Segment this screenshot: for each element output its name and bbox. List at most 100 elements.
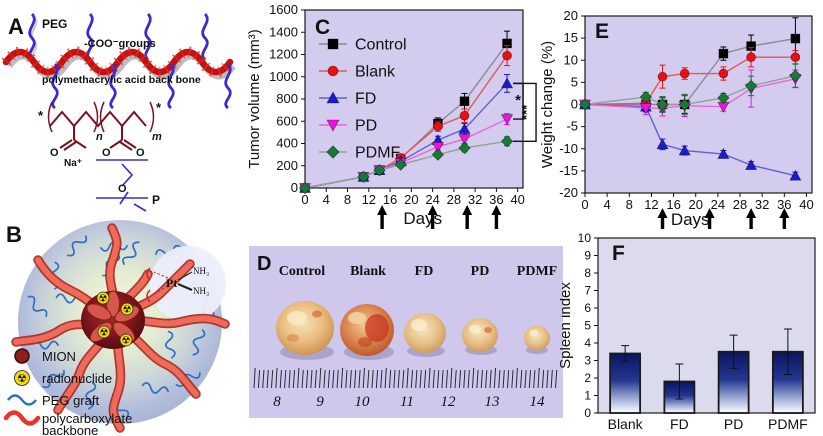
tumor-photos [276, 301, 550, 356]
peg-graft-label: PEG graft [42, 393, 99, 408]
svg-text:14: 14 [530, 394, 546, 410]
svg-text:40: 40 [510, 192, 524, 207]
panel-a-label: A [8, 14, 24, 39]
svg-text:16: 16 [383, 192, 397, 207]
polycarboxylate-label-line2: backbone [42, 423, 98, 436]
svg-text:28: 28 [447, 192, 461, 207]
ruler-numbers: 8 9 10 11 12 13 14 [273, 394, 545, 410]
svg-text:Weight change (%): Weight change (%) [540, 41, 556, 168]
svg-text:C: C [315, 16, 330, 39]
svg-text:9: 9 [584, 249, 591, 263]
svg-text:36: 36 [489, 192, 503, 207]
svg-text:Tumor volume (mm³): Tumor volume (mm³) [246, 29, 263, 168]
polycarboxylate-label-line1: polycarboxylate [42, 411, 132, 426]
svg-text:☢: ☢ [123, 305, 132, 316]
svg-text:20: 20 [564, 8, 578, 23]
svg-text:Days: Days [403, 209, 442, 228]
svg-text:10: 10 [578, 231, 592, 245]
svg-text:PD: PD [355, 118, 377, 135]
peg-label: PEG [42, 17, 67, 31]
svg-text:1600: 1600 [269, 2, 298, 17]
svg-text:Control: Control [355, 37, 407, 54]
svg-text:32: 32 [755, 197, 769, 212]
group-labels: Control Blank FD PD PDMF [279, 264, 557, 279]
formula-n: n [96, 131, 103, 143]
svg-text:0: 0 [571, 97, 578, 112]
svg-text:*: * [515, 92, 521, 109]
panel-d-label: D [257, 253, 271, 275]
svg-text:-10: -10 [559, 141, 578, 156]
svg-text:Days: Days [671, 210, 710, 229]
svg-text:0: 0 [584, 406, 591, 420]
peg-chains-bottom [51, 63, 232, 110]
svg-text:24: 24 [711, 197, 725, 212]
radionuclide-label: radionuclide [42, 371, 112, 386]
svg-text:12: 12 [362, 192, 376, 207]
svg-text:36: 36 [777, 197, 791, 212]
formula-m: m [152, 131, 162, 143]
radionuclide-icon: ☢ [14, 370, 30, 386]
panel-a-polymer-diagram: A PEG -COO⁻groups polymethacrylic acid b… [1, 13, 236, 212]
svg-text:6: 6 [584, 301, 591, 315]
tumor-control [276, 301, 334, 355]
tumor-fd [404, 313, 446, 353]
svg-text:800: 800 [276, 91, 298, 106]
panel-c-tumor-volume-chart: 0 4 8 12 16 20 24 28 32 36 40020040060080010001200… [246, 2, 537, 229]
svg-text:5: 5 [571, 74, 578, 89]
svg-text:15: 15 [564, 30, 578, 45]
svg-text:PD: PD [724, 416, 743, 432]
svg-text:E: E [595, 20, 609, 43]
svg-text:☢: ☢ [99, 294, 108, 305]
tumor-pd [462, 318, 498, 352]
svg-text:FD: FD [670, 416, 689, 432]
svg-text:1400: 1400 [269, 24, 298, 39]
chemical-formula [47, 101, 155, 151]
svg-text:10: 10 [564, 52, 578, 67]
formula-star-left: * [38, 108, 44, 123]
backbone-label: polymethacrylic acid back bone [42, 74, 201, 86]
svg-text:200: 200 [276, 158, 298, 173]
svg-text:PDMF: PDMF [768, 416, 808, 432]
svg-text:8: 8 [273, 394, 281, 410]
formula-o-blue: O [118, 183, 127, 195]
ruler-ticks [253, 367, 558, 389]
svg-text:7: 7 [584, 284, 591, 298]
polycarboxylate-backbone-icon [3, 410, 41, 426]
nh3-bottom-label: NH₃ [193, 286, 209, 296]
formula-na: Na⁺ [64, 158, 82, 169]
svg-text:400: 400 [276, 136, 298, 151]
svg-text:1200: 1200 [269, 47, 298, 62]
svg-text:600: 600 [276, 113, 298, 128]
svg-text:-20: -20 [559, 185, 578, 200]
panel-d-tumor-photos: D Control Blank FD PD PDMF [249, 246, 563, 418]
svg-text:40: 40 [799, 197, 813, 212]
svg-text:4: 4 [323, 192, 330, 207]
svg-text:PD: PD [471, 264, 490, 279]
formula-star-right: * [156, 100, 162, 115]
backbone-spikes [1, 46, 235, 78]
mion-core [81, 290, 145, 349]
svg-text:PDMF: PDMF [517, 264, 557, 279]
svg-text:20: 20 [404, 192, 418, 207]
formula-o-left: O [50, 147, 59, 159]
svg-text:☢: ☢ [17, 373, 27, 385]
svg-text:24: 24 [425, 192, 439, 207]
svg-text:28: 28 [733, 197, 747, 212]
svg-text:10: 10 [355, 394, 371, 410]
svg-text:8: 8 [626, 197, 633, 212]
peg-graft-icon [7, 394, 37, 406]
svg-text:4: 4 [604, 197, 611, 212]
svg-text:-5: -5 [566, 119, 578, 134]
svg-text:3: 3 [584, 354, 591, 368]
svg-text:Blank: Blank [350, 264, 386, 279]
svg-text:8: 8 [584, 266, 591, 280]
panel-f-spleen-index-chart: 0 1 2 3 4 5 6 7 8 9 10 Blank FD PD PDMF Spleen index F [560, 231, 816, 432]
svg-text:20: 20 [688, 197, 702, 212]
formula-o-mid: O [102, 147, 111, 159]
mion-icon [14, 348, 30, 364]
panel-e-weight-change-chart: 0 4 8 12 16 20 24 28 32 36 40-20-15-10-505101520Da… [540, 8, 814, 229]
formula-peg-part [96, 159, 148, 212]
radionuclide-icons: ☢ ☢ ☢ ☢ [96, 291, 134, 347]
formula-o-right: O [136, 147, 145, 159]
